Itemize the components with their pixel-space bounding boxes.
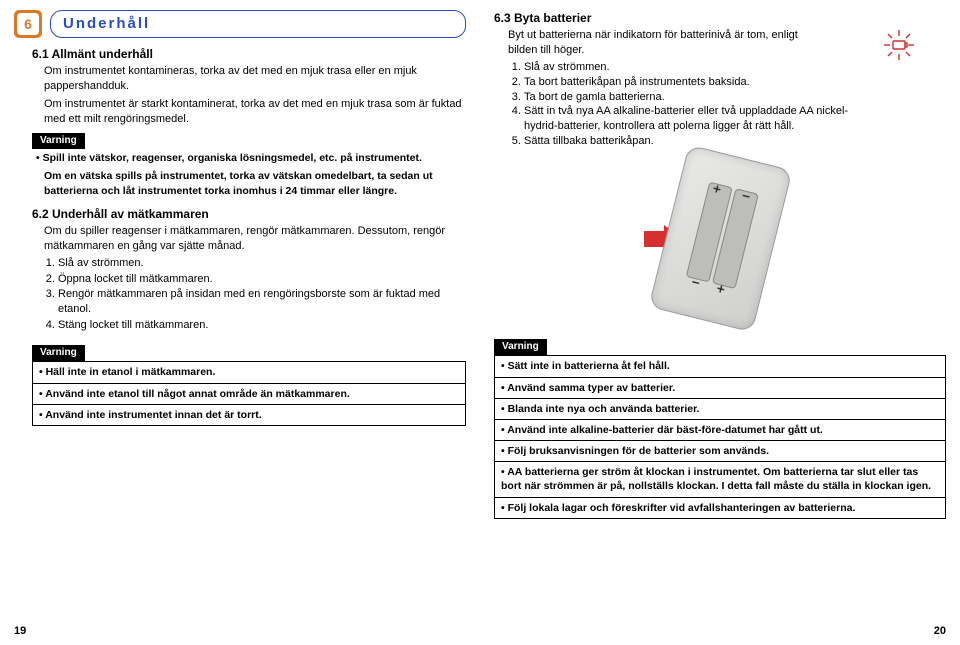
chapter-header: 6 Underhåll: [14, 10, 466, 38]
section-6-1-p2: Om instrumentet är starkt kontaminerat, …: [14, 97, 466, 127]
chapter-number: 6: [17, 13, 39, 35]
warning-3-line-7: Följ lokala lagar och föreskrifter vid a…: [495, 498, 945, 518]
step-6-3-4: Sätt in två nya AA alkaline-batterier el…: [524, 104, 864, 134]
step-6-3-3: Ta bort de gamla batterierna.: [524, 90, 864, 105]
step-6-2-1: Slå av strömmen.: [58, 256, 466, 271]
warning-3-line-5: Följ bruksanvisningen för de batterier s…: [495, 441, 945, 462]
left-column: 6 Underhåll 6.1 Allmänt underhåll Om ins…: [14, 10, 480, 639]
warning-1-line-1: Spill inte vätskor, reagenser, organiska…: [32, 149, 466, 167]
step-6-2-3: Rengör mätkammaren på insidan med en ren…: [58, 287, 466, 317]
battery-empty-icon: [882, 28, 916, 67]
section-6-1-heading: 6.1 Allmänt underhåll: [14, 46, 466, 62]
section-6-2-heading: 6.2 Underhåll av mätkammaren: [14, 206, 466, 222]
warning-box-2: Häll inte in etanol i mätkammaren. Använ…: [32, 361, 466, 426]
warning-block-1: Spill inte vätskor, reagenser, organiska…: [32, 149, 466, 200]
warning-1-line-2: Om en vätska spills på instrumentet, tor…: [32, 167, 466, 199]
right-column: 6.3 Byta batterier Byt ut batterierna nä…: [480, 10, 946, 639]
warning-3-line-2: Använd samma typer av batterier.: [495, 378, 945, 399]
step-6-3-2: Ta bort batterikåpan på instrumentets ba…: [524, 75, 864, 90]
chapter-title: Underhåll: [50, 10, 466, 38]
page-number-left: 19: [14, 624, 26, 639]
device-back: + − − +: [648, 144, 792, 332]
section-6-2-p1: Om du spiller reagenser i mätkammaren, r…: [14, 224, 466, 254]
step-6-2-2: Öppna locket till mätkammaren.: [58, 272, 466, 287]
warning-label-3: Varning: [494, 339, 547, 356]
section-6-1-p1: Om instrumentet kontamineras, torka av d…: [14, 64, 466, 94]
step-6-3-1: Slå av strömmen.: [524, 60, 864, 75]
warning-3-line-4: Använd inte alkaline-batterier där bäst-…: [495, 420, 945, 441]
warning-2-line-3: Använd inte instrumentet innan det är to…: [33, 405, 465, 425]
warning-label-1: Varning: [32, 133, 85, 150]
warning-2-line-1: Häll inte in etanol i mätkammaren.: [33, 362, 465, 383]
section-6-3-p1: Byt ut batterierna när indikatorn för ba…: [494, 28, 808, 58]
battery-illustration: + − − +: [494, 155, 946, 325]
warning-label-2: Varning: [32, 345, 85, 362]
section-6-2-steps: Slå av strömmen. Öppna locket till mätka…: [14, 256, 466, 333]
step-6-2-4: Stäng locket till mätkammaren.: [58, 318, 466, 333]
chapter-badge: 6: [14, 10, 42, 38]
warning-2-line-2: Använd inte etanol till något annat områ…: [33, 384, 465, 405]
page-number-right: 20: [934, 624, 946, 639]
warning-3-line-6: AA batterierna ger ström åt klockan i in…: [495, 462, 945, 497]
page-wrapper: 6 Underhåll 6.1 Allmänt underhåll Om ins…: [0, 0, 960, 645]
warning-3-line-1: Sätt inte in batterierna åt fel håll.: [495, 356, 945, 377]
warning-3-line-3: Blanda inte nya och använda batterier.: [495, 399, 945, 420]
page: 6 Underhåll 6.1 Allmänt underhåll Om ins…: [0, 0, 960, 645]
section-6-3-heading: 6.3 Byta batterier: [494, 10, 946, 26]
warning-box-3: Sätt inte in batterierna åt fel håll. An…: [494, 355, 946, 518]
section-6-3-steps: Slå av strömmen. Ta bort batterikåpan på…: [494, 60, 864, 149]
step-6-3-5: Sätta tillbaka batterikåpan.: [524, 134, 864, 149]
